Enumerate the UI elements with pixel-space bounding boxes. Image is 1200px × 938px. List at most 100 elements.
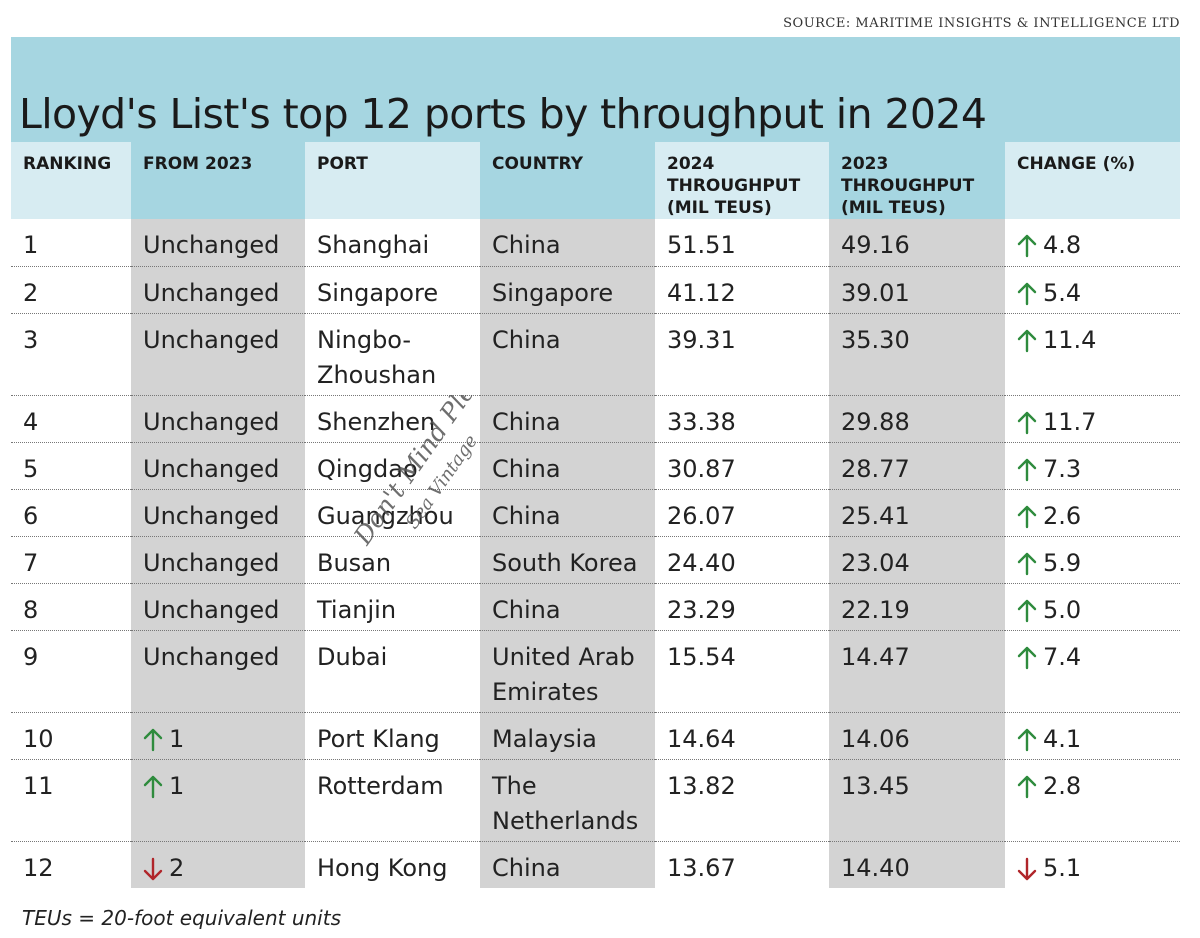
country-cell: China (480, 219, 655, 267)
port-cell: Guangzhou (305, 489, 480, 537)
from-2023-cell: Unchanged (131, 442, 305, 490)
ranking-cell-text: 9 (23, 642, 39, 671)
arrow-up-icon (1017, 593, 1037, 623)
ranking-cell-text: 10 (23, 724, 54, 753)
throughput-2023-cell-text: 23.04 (841, 548, 910, 577)
change-cell-text: 7.4 (1043, 642, 1082, 671)
port-cell: Dubai (305, 630, 480, 713)
throughput-2023-cell-text: 13.45 (841, 771, 910, 800)
throughput-2024-cell-text: 41.12 (667, 278, 736, 307)
table-row: 12 2 Hong Kong China 13.67 14.40 5.1 (11, 841, 1180, 888)
ranking-cell: 5 (11, 442, 131, 490)
header-throughput-2023: 2023 THROUGHPUT (MIL TEUS) (829, 142, 1005, 219)
change-cell: 4.8 (1005, 219, 1180, 267)
throughput-2023-cell: 28.77 (829, 442, 1005, 490)
change-cell-text: 5.0 (1043, 595, 1082, 624)
port-cell-text: Hong Kong (317, 853, 448, 882)
throughput-2024-cell: 33.38 (655, 395, 829, 443)
throughput-2023-cell: 13.45 (829, 759, 1005, 842)
throughput-2024-cell: 13.82 (655, 759, 829, 842)
arrow-down-icon (1017, 851, 1037, 881)
throughput-2023-cell-text: 14.06 (841, 724, 910, 753)
port-cell-text: Busan (317, 548, 392, 577)
throughput-2023-cell-text: 39.01 (841, 278, 910, 307)
ranking-cell: 12 (11, 841, 131, 888)
ranking-cell-text: 2 (23, 278, 39, 307)
throughput-2024-cell-text: 30.87 (667, 454, 736, 483)
throughput-2024-cell: 51.51 (655, 219, 829, 267)
port-cell: Shanghai (305, 219, 480, 267)
change-cell-text: 5.1 (1043, 853, 1082, 882)
country-cell: China (480, 313, 655, 396)
throughput-2024-cell: 30.87 (655, 442, 829, 490)
change-cell: 11.4 (1005, 313, 1180, 396)
change-cell-text: 5.9 (1043, 548, 1082, 577)
table-row: 2 Unchanged Singapore Singapore 41.12 39.01 5.… (11, 266, 1180, 314)
throughput-2023-cell-text: 22.19 (841, 595, 910, 624)
header-throughput-2024: 2024 THROUGHPUT (MIL TEUS) (655, 142, 829, 219)
from-2023-cell-text: Unchanged (143, 548, 280, 577)
country-cell-text: China (492, 595, 561, 624)
port-cell-text: Shanghai (317, 231, 430, 259)
port-cell-text: Guangzhou (317, 501, 454, 530)
throughput-2023-cell-text: 14.47 (841, 642, 910, 671)
from-2023-cell: Unchanged (131, 583, 305, 631)
throughput-2023-cell: 49.16 (829, 219, 1005, 267)
arrow-up-icon (1017, 323, 1037, 353)
from-2023-cell: Unchanged (131, 536, 305, 584)
from-2023-cell-text: Unchanged (143, 595, 280, 624)
throughput-2024-cell-text: 26.07 (667, 501, 736, 530)
port-cell-text: Dubai (317, 642, 388, 671)
country-cell-text: China (492, 454, 561, 483)
country-cell-text: China (492, 325, 561, 354)
country-cell: China (480, 841, 655, 888)
ranking-cell: 2 (11, 266, 131, 314)
title-band: Lloyd's List's top 12 ports by throughpu… (11, 37, 1180, 142)
country-cell-text: China (492, 501, 561, 530)
change-cell-text: 2.6 (1043, 501, 1082, 530)
throughput-2023-cell-text: 28.77 (841, 454, 910, 483)
throughput-2024-cell-text: 51.51 (667, 231, 736, 259)
header-throughput-2024-year: 2024 (667, 154, 715, 174)
ranking-cell: 3 (11, 313, 131, 396)
change-cell-text: 11.4 (1043, 325, 1097, 354)
country-cell-text: South Korea (492, 548, 638, 577)
change-cell: 7.3 (1005, 442, 1180, 490)
from-2023-cell: Unchanged (131, 395, 305, 443)
port-cell: Tianjin (305, 583, 480, 631)
change-cell-text: 11.7 (1043, 407, 1097, 436)
country-cell: China (480, 395, 655, 443)
country-cell: China (480, 442, 655, 490)
throughput-2023-cell: 14.47 (829, 630, 1005, 713)
throughput-2023-cell: 14.40 (829, 841, 1005, 888)
change-cell: 5.1 (1005, 841, 1180, 888)
port-cell-text: Shenzhen (317, 407, 436, 436)
throughput-2024-cell: 24.40 (655, 536, 829, 584)
table-row: 11 1 Rotterdam The Netherlands 13.82 13.45 2.8 (11, 759, 1180, 842)
ranking-cell: 4 (11, 395, 131, 443)
country-cell-text: China (492, 231, 561, 259)
header-country: COUNTRY (480, 142, 655, 219)
from-2023-cell-text: Unchanged (143, 501, 280, 530)
header-throughput-2024-unit: (MIL TEUS) (667, 198, 772, 218)
change-cell: 5.4 (1005, 266, 1180, 314)
change-cell-text: 2.8 (1043, 771, 1082, 800)
port-cell: Port Klang (305, 712, 480, 760)
throughput-2024-cell-text: 33.38 (667, 407, 736, 436)
ranking-cell-text: 7 (23, 548, 39, 577)
from-2023-cell: Unchanged (131, 313, 305, 396)
ranking-cell-text: 4 (23, 407, 39, 436)
throughput-2024-cell: 39.31 (655, 313, 829, 396)
table-row: 6 Unchanged Guangzhou China 26.07 25.41 2.6 (11, 489, 1180, 537)
arrow-up-icon (1017, 276, 1037, 306)
change-cell: 5.0 (1005, 583, 1180, 631)
ranking-cell-text: 11 (23, 771, 54, 800)
port-cell: Ningbo-Zhoushan (305, 313, 480, 396)
header-throughput-2024-label: THROUGHPUT (667, 176, 801, 196)
table-row: 3 Unchanged Ningbo-Zhoushan China 39.31 35.30… (11, 313, 1180, 396)
ranking-cell: 8 (11, 583, 131, 631)
from-2023-cell: Unchanged (131, 266, 305, 314)
port-cell-text: Rotterdam (317, 771, 444, 800)
from-2023-cell-text: Unchanged (143, 407, 280, 436)
country-cell: China (480, 583, 655, 631)
